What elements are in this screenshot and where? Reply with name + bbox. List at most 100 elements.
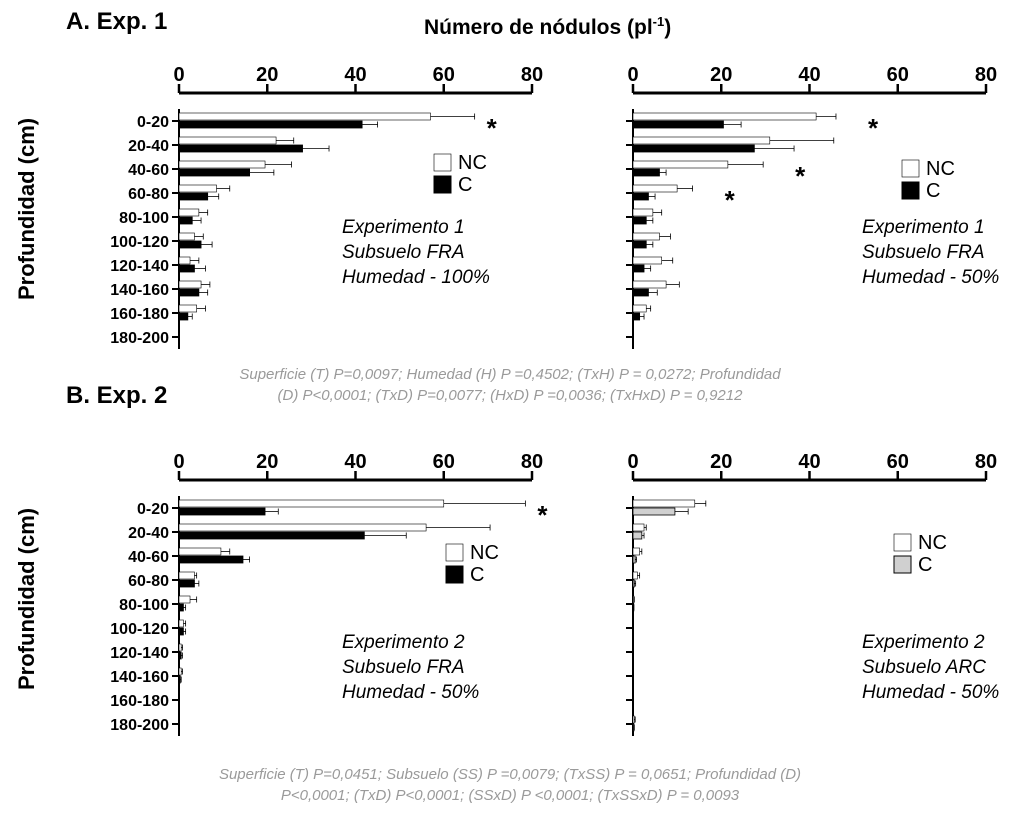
p2-bar-C-160-180 [632, 312, 641, 321]
p3-bar-NC-140-160 [178, 667, 182, 676]
p3-bar-NC-60-80 [178, 571, 195, 580]
p3-bar-C-100-120 [178, 627, 184, 636]
stats-exp1-line1: Superficie (T) P=0,0097; Humedad (H) P =… [239, 366, 781, 383]
p2-x-tick-label-40: 40 [798, 64, 820, 86]
p3-y-tick-label-60-80: 60-80 [128, 573, 169, 590]
p4-bar-NC-180-200 [632, 715, 635, 724]
p1-bar-NC-80-100 [178, 208, 200, 217]
p3-x-tick-label-40: 40 [344, 451, 366, 473]
p1-bar-NC-140-160 [178, 280, 202, 289]
p1-y-tick-label-180-200: 180-200 [110, 330, 169, 347]
p3-x-tick-label-80: 80 [521, 451, 543, 473]
p3-legend-label-C: C [470, 564, 484, 586]
p4-annotation-line-1: Experimento 2 [862, 632, 985, 653]
p1-y-tick-label-40-60: 40-60 [128, 162, 169, 179]
p1-bar-C-120-140 [178, 264, 195, 273]
p2-bar-C-100-120 [632, 240, 647, 249]
p1-y-tick-label-60-80: 60-80 [128, 186, 169, 203]
p1-y-tick-label-20-40: 20-40 [128, 138, 169, 155]
p2-annotation-line-1: Experimento 1 [862, 217, 985, 238]
p2-bar-NC-140-160 [632, 280, 667, 289]
p2-x-tick-label-80: 80 [975, 64, 997, 86]
p1-bar-C-140-160 [178, 288, 200, 297]
p2-legend-label-C: C [926, 180, 940, 202]
p4-legend-label-NC: NC [918, 532, 947, 554]
p1-x-tick-label-40: 40 [344, 64, 366, 86]
p2-bar-NC-20-40 [632, 136, 771, 145]
p3-y-tick-label-140-160: 140-160 [110, 669, 169, 686]
p1-y-tick-label-0-20: 0-20 [137, 114, 169, 131]
p4-bar-C-0-20 [632, 507, 676, 516]
p1-legend-label-C: C [458, 174, 472, 196]
p1-y-tick-label-140-160: 140-160 [110, 282, 169, 299]
p3-x-tick-label-60: 60 [433, 451, 455, 473]
stats-exp1: Superficie (T) P=0,0097; Humedad (H) P =… [120, 364, 900, 406]
p3-x-tick-label-0: 0 [173, 451, 184, 473]
p1-bar-NC-100-120 [178, 232, 195, 241]
x-axis-main-title: Número de nódulos (pl-1) [424, 14, 671, 40]
stats-exp1-line2: (D) P<0,0001; (TxD) P=0,0077; (HxD) P =0… [277, 387, 743, 404]
p2-x-tick-label-0: 0 [627, 64, 638, 86]
p3-y-tick-label-0-20: 0-20 [137, 501, 169, 518]
p4-bar-C-60-80 [632, 579, 635, 588]
p2-bar-NC-0-20 [632, 112, 817, 121]
p4-x-tick-label-80: 80 [975, 451, 997, 473]
p1-bar-NC-20-40 [178, 136, 277, 145]
p2-legend-swatch-NC [901, 159, 920, 178]
p2-bar-NC-120-140 [632, 256, 662, 265]
p1-legend-swatch-C [433, 175, 452, 194]
p2-x-tick-label-20: 20 [710, 64, 732, 86]
p3-legend-label-NC: NC [470, 542, 499, 564]
p3-bar-C-80-100 [178, 603, 184, 612]
p3-bar-NC-100-120 [178, 619, 184, 628]
p4-annotation-line-2: Subsuelo ARC [862, 657, 986, 678]
p2-bar-NC-60-80 [632, 184, 678, 193]
x-title-close: ) [664, 16, 672, 39]
p4-x-tick-label-40: 40 [798, 451, 820, 473]
section-b-label: B. Exp. 2 [66, 382, 168, 409]
p4-bar-C-40-60 [632, 555, 636, 564]
p4-x-tick-label-0: 0 [627, 451, 638, 473]
p3-bar-C-120-140 [178, 651, 182, 660]
p3-y-tick-label-80-100: 80-100 [119, 597, 169, 614]
p1-bar-NC-60-80 [178, 184, 217, 193]
p1-bar-C-20-40 [178, 144, 303, 153]
p1-annotation-line-2: Subsuelo FRA [342, 242, 465, 263]
p2-bar-C-80-100 [632, 216, 647, 225]
p1-significance-0-20: * [487, 113, 498, 143]
p1-bar-C-60-80 [178, 192, 209, 201]
p1-bar-C-0-20 [178, 120, 363, 129]
p4-bar-C-180-200 [632, 723, 635, 732]
p3-bar-NC-120-140 [178, 643, 182, 652]
p3-legend-swatch-NC [445, 543, 464, 562]
p1-bar-NC-0-20 [178, 112, 431, 121]
p4-bar-NC-60-80 [632, 571, 638, 580]
p1-annotation-line-3: Humedad - 100% [342, 267, 490, 288]
p4-x-tick-label-20: 20 [710, 451, 732, 473]
p1-x-tick-label-0: 0 [173, 64, 184, 86]
p1-bar-C-160-180 [178, 312, 189, 321]
p3-y-tick-label-40-60: 40-60 [128, 549, 169, 566]
p4-bar-C-20-40 [632, 531, 643, 540]
p2-bar-C-20-40 [632, 144, 755, 153]
stats-exp2-line2: P<0,0001; (TxD) P<0,0001; (SSxD) P <0,00… [280, 787, 740, 804]
x-title-superscript: -1 [652, 14, 665, 29]
p2-annotation-line-3: Humedad - 50% [862, 267, 999, 288]
p4-bar-NC-20-40 [632, 523, 645, 532]
p1-x-tick-label-80: 80 [521, 64, 543, 86]
x-title-text: Número de nódulos (pl [424, 16, 653, 39]
p3-legend-swatch-C [445, 565, 464, 584]
p4-bar-NC-80-100 [632, 595, 635, 604]
p3-annotation-line-1: Experimento 2 [342, 632, 465, 653]
p2-bar-NC-40-60 [632, 160, 729, 169]
p3-y-tick-label-20-40: 20-40 [128, 525, 169, 542]
p3-bar-C-60-80 [178, 579, 195, 588]
p1-bar-C-40-60 [178, 168, 250, 177]
p1-legend-swatch-NC [433, 153, 452, 172]
p1-y-tick-label-120-140: 120-140 [110, 258, 169, 275]
p1-y-tick-label-80-100: 80-100 [119, 210, 169, 227]
p4-legend-swatch-C [893, 555, 912, 574]
p1-y-tick-label-160-180: 160-180 [110, 306, 169, 323]
p4-legend-label-C: C [918, 554, 932, 576]
